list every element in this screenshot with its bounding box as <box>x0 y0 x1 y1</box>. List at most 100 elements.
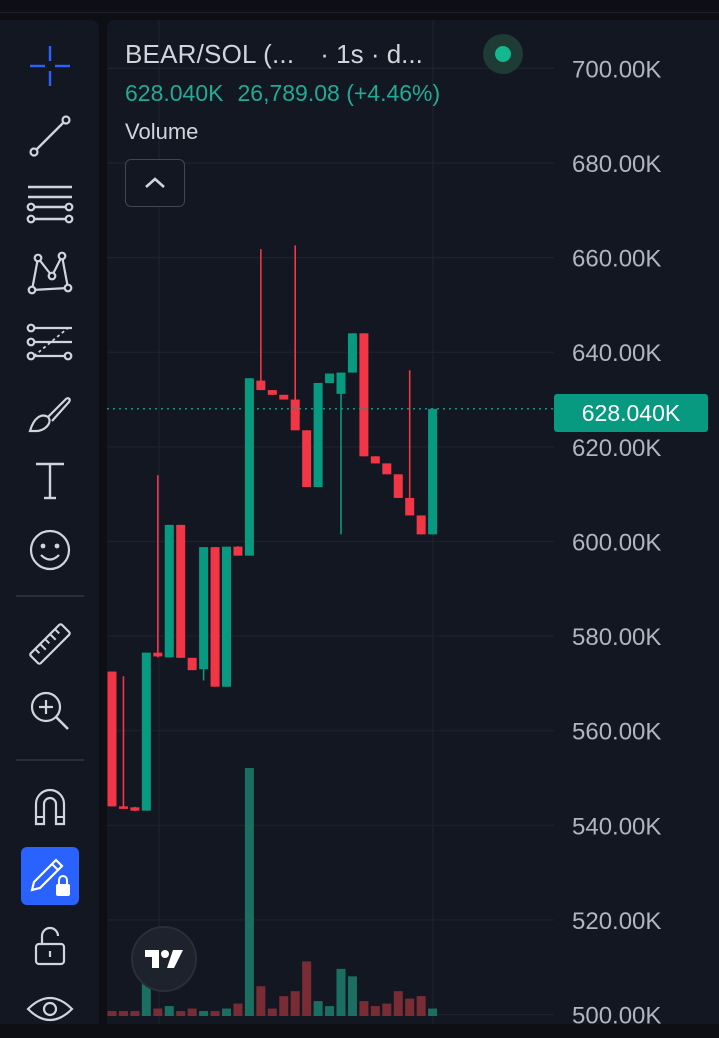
price-axis-label: 660.00K <box>572 246 661 273</box>
text-icon <box>36 462 64 500</box>
volume-bar <box>267 1008 277 1016</box>
volume-bar <box>244 768 254 1016</box>
volume-bar <box>222 1008 231 1016</box>
volume-bar <box>141 971 151 1016</box>
eye-icon <box>26 996 74 1022</box>
candles <box>107 245 438 812</box>
price-axis-label: 700.00K <box>572 56 661 83</box>
candle-body <box>370 456 380 464</box>
price-axis-label: 540.00K <box>572 813 661 840</box>
volume-bar <box>405 998 415 1016</box>
magnet-icon <box>34 788 66 826</box>
projection-tool[interactable] <box>21 313 79 371</box>
candle-body <box>279 394 289 400</box>
unlock-icon <box>34 926 66 966</box>
candle-body <box>325 373 335 383</box>
price-axis-label: 520.00K <box>572 908 661 935</box>
market-status-indicator[interactable] <box>483 34 523 74</box>
tradingview-logo-icon <box>145 950 183 968</box>
volume-bar <box>256 986 266 1016</box>
pattern-tool[interactable] <box>21 243 79 301</box>
drawing-toolbar <box>0 20 99 1024</box>
candle-body <box>107 671 117 807</box>
candle-body <box>118 806 128 809</box>
collapse-legend-button[interactable] <box>125 159 185 207</box>
volume-bar <box>302 961 312 1016</box>
chevron-up-icon <box>145 177 165 188</box>
volume-bar <box>176 1011 186 1016</box>
candle-body <box>164 524 174 658</box>
volume-bars <box>107 768 438 1016</box>
volume-bar <box>416 996 426 1016</box>
volume-bar <box>153 1008 163 1016</box>
volume-bar <box>187 1008 197 1016</box>
fib-retracement-tool[interactable] <box>21 174 79 232</box>
top-bar <box>0 0 719 13</box>
symbol-name[interactable]: BEAR/SOL (... <box>125 38 295 69</box>
crosshair-tool[interactable] <box>21 37 79 95</box>
price-axis-label: 560.00K <box>572 719 661 746</box>
candle-body <box>416 515 426 535</box>
volume-bar <box>325 1006 335 1016</box>
candle-body <box>141 652 151 811</box>
emoji-icon <box>29 529 71 571</box>
volume-bar <box>336 968 346 1016</box>
toolbar-separator <box>16 595 84 597</box>
unlock-tool[interactable] <box>21 917 79 975</box>
zoom-in-icon <box>30 691 69 730</box>
volume-bar <box>382 1003 392 1016</box>
candle-body <box>256 380 266 391</box>
candle-body <box>405 497 415 516</box>
last-price-value: 628.040K <box>125 80 224 106</box>
candle-body <box>382 463 392 475</box>
volume-bar <box>107 1011 117 1016</box>
volume-bar <box>393 991 403 1016</box>
chart-legend: BEAR/SOL (... · 1s · d... 628.040K 26,78… <box>125 38 440 207</box>
candle-body <box>393 474 403 498</box>
emoji-tool[interactable] <box>21 521 79 579</box>
lock-drawing-tool[interactable] <box>21 847 79 905</box>
price-axis-label: 500.00K <box>572 1003 661 1024</box>
volume-bar <box>359 1001 369 1016</box>
candle-body <box>336 372 346 394</box>
candle-body <box>347 333 357 373</box>
chart-panel[interactable]: 700.00K 680.00K 660.00K 640.00K 620.00K 600.0… <box>107 20 719 1024</box>
candle-body <box>244 378 254 556</box>
fib-retracement-icon <box>26 185 74 224</box>
candle-body <box>153 652 163 657</box>
toolbar-separator <box>16 759 84 761</box>
volume-bar <box>347 976 357 1016</box>
volume-bar <box>164 1006 174 1016</box>
candle-body <box>428 408 438 535</box>
candle-body <box>233 546 243 556</box>
candle-body <box>199 547 209 670</box>
text-tool[interactable] <box>21 451 79 509</box>
candle-body <box>302 430 312 488</box>
volume-bar <box>313 1001 323 1016</box>
price-chart[interactable]: 700.00K 680.00K 660.00K 640.00K 620.00K 600.0… <box>107 20 719 1024</box>
candle-body <box>313 382 323 488</box>
candle-body <box>359 333 369 457</box>
crosshair-icon <box>30 46 70 86</box>
brush-tool[interactable] <box>21 384 79 442</box>
interval-label[interactable]: · 1s · d... <box>320 38 423 69</box>
tradingview-logo[interactable] <box>131 926 197 992</box>
zoom-in-tool[interactable] <box>21 682 79 740</box>
price-axis: 700.00K 680.00K 660.00K 640.00K 620.00K 600.0… <box>572 56 661 1024</box>
candle-body <box>210 547 220 687</box>
eye-tool[interactable] <box>21 980 79 1038</box>
price-axis-label: 640.00K <box>572 340 661 367</box>
price-change-value: 26,789.08 (+4.46%) <box>237 80 441 106</box>
magnet-tool[interactable] <box>21 777 79 835</box>
candle-body <box>290 399 300 431</box>
ruler-tool[interactable] <box>21 615 79 673</box>
candle-body <box>130 807 140 811</box>
candle-body <box>176 524 186 658</box>
trend-line-tool[interactable] <box>21 107 79 165</box>
lock-drawing-icon <box>30 858 70 896</box>
volume-indicator-label[interactable]: Volume <box>125 119 199 144</box>
candle-body <box>187 657 197 671</box>
price-axis-label: 600.00K <box>572 529 661 556</box>
pattern-icon <box>27 251 73 295</box>
volume-bar <box>233 1003 243 1016</box>
